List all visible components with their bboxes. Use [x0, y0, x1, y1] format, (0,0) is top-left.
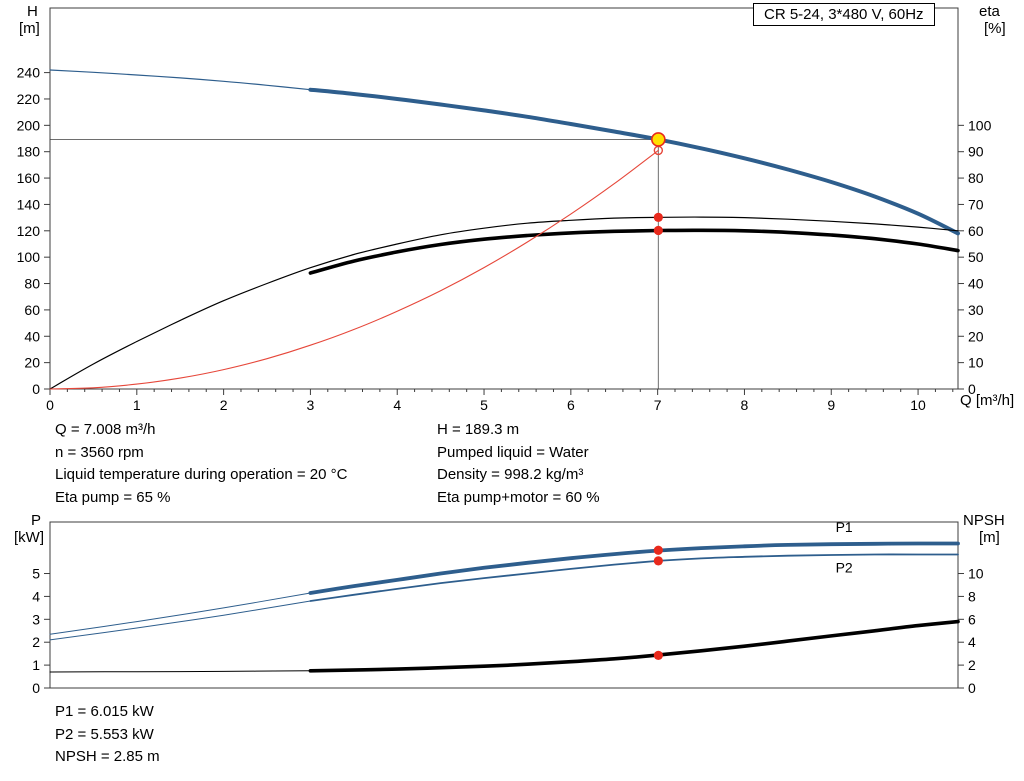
eta-pump-curve	[49, 216, 959, 390]
eta-axis-unit: [%]	[984, 20, 1006, 37]
plot-frame	[49, 7, 959, 390]
left-axis-tick-label: 100	[17, 249, 41, 265]
right-axis-tick-label: 10	[968, 566, 984, 582]
pump-title: CR 5-24, 3*480 V, 60Hz	[764, 6, 924, 23]
result-p1: P1 = 6.015 kW	[55, 703, 154, 720]
info-density: Density = 998.2 kg/m³	[437, 466, 584, 483]
left-axis-tick-label: 0	[32, 680, 40, 696]
hq-curve-thin	[49, 69, 311, 91]
right-axis-tick-label: 70	[968, 196, 984, 212]
left-axis-tick-label: 5	[32, 566, 40, 582]
info-temperature: Liquid temperature during operation = 20…	[55, 466, 348, 483]
result-npsh: NPSH = 2.85 m	[55, 748, 160, 765]
p2-curve-thin	[49, 600, 311, 641]
left-axis-tick-label: 220	[17, 91, 41, 107]
q-axis-title: Q [m³/h]	[960, 392, 1015, 409]
hq-eta-chart: 0204060801001201401601802002202400102030…	[17, 7, 992, 413]
left-axis-tick-label: 80	[24, 276, 40, 292]
right-axis-tick-label: 0	[968, 680, 976, 696]
left-axis-tick-label: 60	[24, 302, 40, 318]
p1-curve-label: P1	[836, 519, 853, 535]
left-axis-tick-label: 1	[32, 657, 40, 673]
right-axis-tick-label: 90	[968, 144, 984, 160]
right-axis-tick-label: 20	[968, 328, 984, 344]
x-axis-tick-label: 7	[654, 397, 662, 413]
eta-pump-motor-curve	[308, 228, 960, 275]
right-axis-tick-label: 50	[968, 249, 984, 265]
right-axis-tick-label: 80	[968, 170, 984, 186]
info-speed: n = 3560 rpm	[55, 443, 144, 461]
p-axis-unit: [kW]	[14, 529, 44, 546]
eta-axis-title: eta	[979, 3, 1000, 20]
right-axis-tick-label: 2	[968, 657, 976, 673]
right-axis-tick-label: 6	[968, 611, 976, 627]
npsh-curve-thin	[49, 670, 311, 673]
info-block-right: H = 189.3 m Pumped liquid = Water Densit…	[437, 419, 600, 509]
right-axis-tick-label: 0	[968, 381, 976, 397]
power-npsh-chart: 0 1 2 3 4 5 0 2 4 6 8 10 P1 P2	[32, 519, 984, 696]
x-axis-tick-label: 8	[741, 397, 749, 413]
duty-point-marker	[651, 132, 666, 147]
p2-curve	[309, 553, 959, 602]
x-axis-tick-label: 1	[133, 397, 141, 413]
right-axis-tick-label: 100	[968, 117, 992, 133]
plot-frame	[49, 521, 959, 689]
right-axis-tick-label: 60	[968, 223, 984, 239]
info-head: H = 189.3 m	[437, 421, 520, 438]
result-p2: P2 = 5.553 kW	[55, 725, 154, 743]
left-axis-tick-label: 120	[17, 223, 41, 239]
left-axis-tick-label: 40	[24, 328, 40, 344]
npsh-curve	[308, 619, 960, 673]
npsh-axis-title: NPSH	[963, 512, 1005, 529]
p1-curve	[308, 541, 960, 595]
p1-curve-thin	[49, 592, 311, 635]
left-axis-tick-label: 2	[32, 634, 40, 650]
left-axis-tick-label: 160	[17, 170, 41, 186]
pump-title-box: CR 5-24, 3*480 V, 60Hz	[753, 3, 935, 26]
h-axis-title: H	[27, 3, 38, 20]
eta-pump-dot	[653, 212, 663, 222]
hq-curve	[308, 87, 960, 236]
left-axis-tick-label: 140	[17, 196, 41, 212]
x-axis-tick-label: 4	[393, 397, 401, 413]
x-axis-tick-label: 10	[910, 397, 926, 413]
right-axis-tick-label: 10	[968, 355, 984, 371]
info-block-left: Q = 7.008 m³/h n = 3560 rpm Liquid tempe…	[55, 419, 347, 509]
right-axis-tick-label: 40	[968, 276, 984, 292]
npsh-axis-unit: [m]	[979, 529, 1000, 546]
system-curve	[49, 149, 659, 390]
results-block: P1 = 6.015 kW P2 = 5.553 kW NPSH = 2.85 …	[55, 701, 160, 769]
x-axis-tick-label: 0	[46, 397, 54, 413]
left-axis-tick-label: 180	[17, 144, 41, 160]
x-axis-tick-label: 6	[567, 397, 575, 413]
info-eta-total: Eta pump+motor = 60 %	[437, 488, 600, 506]
info-flow: Q = 7.008 m³/h	[55, 421, 156, 438]
x-axis-tick-label: 5	[480, 397, 488, 413]
left-axis-tick-label: 4	[32, 588, 40, 604]
left-axis-tick-label: 3	[32, 611, 40, 627]
info-eta-pump: Eta pump = 65 %	[55, 488, 171, 506]
p2-curve-label: P2	[836, 559, 853, 575]
p-axis-title: P	[31, 512, 42, 529]
p1-dot	[653, 545, 663, 555]
left-axis-tick-label: 240	[17, 65, 41, 81]
x-axis-tick-label: 3	[307, 397, 315, 413]
left-axis-tick-label: 20	[24, 355, 40, 371]
right-axis-tick-label: 8	[968, 588, 976, 604]
npsh-dot	[653, 650, 663, 660]
left-axis-tick-label: 200	[17, 117, 41, 133]
left-axis-tick-label: 0	[32, 381, 40, 397]
info-liquid: Pumped liquid = Water	[437, 443, 589, 461]
eta-pump-motor-dot	[653, 225, 663, 236]
right-axis-tick-label: 4	[968, 634, 976, 650]
right-axis-tick-label: 30	[968, 302, 984, 318]
x-axis-tick-label: 9	[827, 397, 835, 413]
p2-dot	[653, 556, 663, 566]
h-axis-unit: [m]	[19, 20, 40, 37]
x-axis-tick-label: 2	[220, 397, 228, 413]
